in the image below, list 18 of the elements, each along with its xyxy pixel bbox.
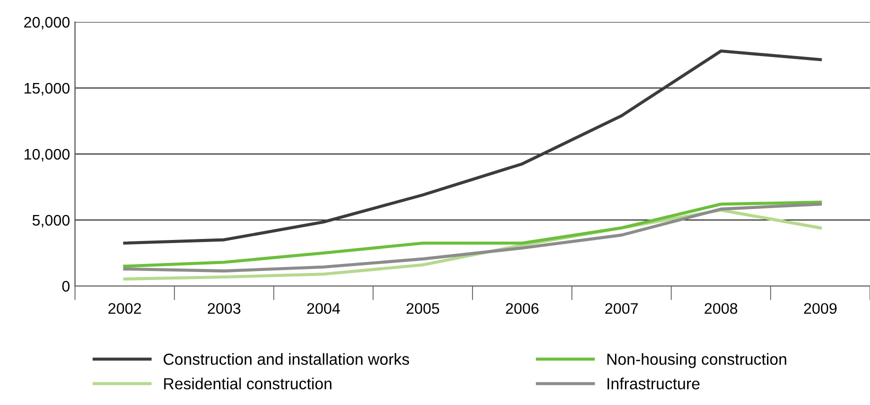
y-tick-label: 15,000 — [24, 82, 70, 96]
x-tick-label: 2002 — [108, 303, 141, 314]
legend-label: Non-housing construction — [607, 353, 786, 368]
y-tick-label: 0 — [62, 280, 70, 292]
legend-label: Infrastructure — [608, 378, 700, 390]
x-tick-label: 2005 — [406, 303, 440, 314]
y-tick-label: 5,000 — [32, 214, 70, 228]
x-tick-label: 2008 — [704, 303, 738, 314]
x-tick-label: 2004 — [307, 303, 340, 314]
x-tick-label: 2007 — [605, 303, 638, 314]
y-tick-label: 10,000 — [24, 148, 70, 162]
legend-label: Residential construction — [164, 378, 332, 390]
y-tick-label: 20,000 — [24, 16, 70, 30]
line-series — [123, 50, 822, 245]
x-tick-label: 2006 — [506, 303, 539, 314]
x-tick-label: 2009 — [804, 303, 837, 314]
x-tick-label: 2003 — [208, 303, 240, 314]
legend-label: Construction and installation works — [164, 353, 410, 365]
